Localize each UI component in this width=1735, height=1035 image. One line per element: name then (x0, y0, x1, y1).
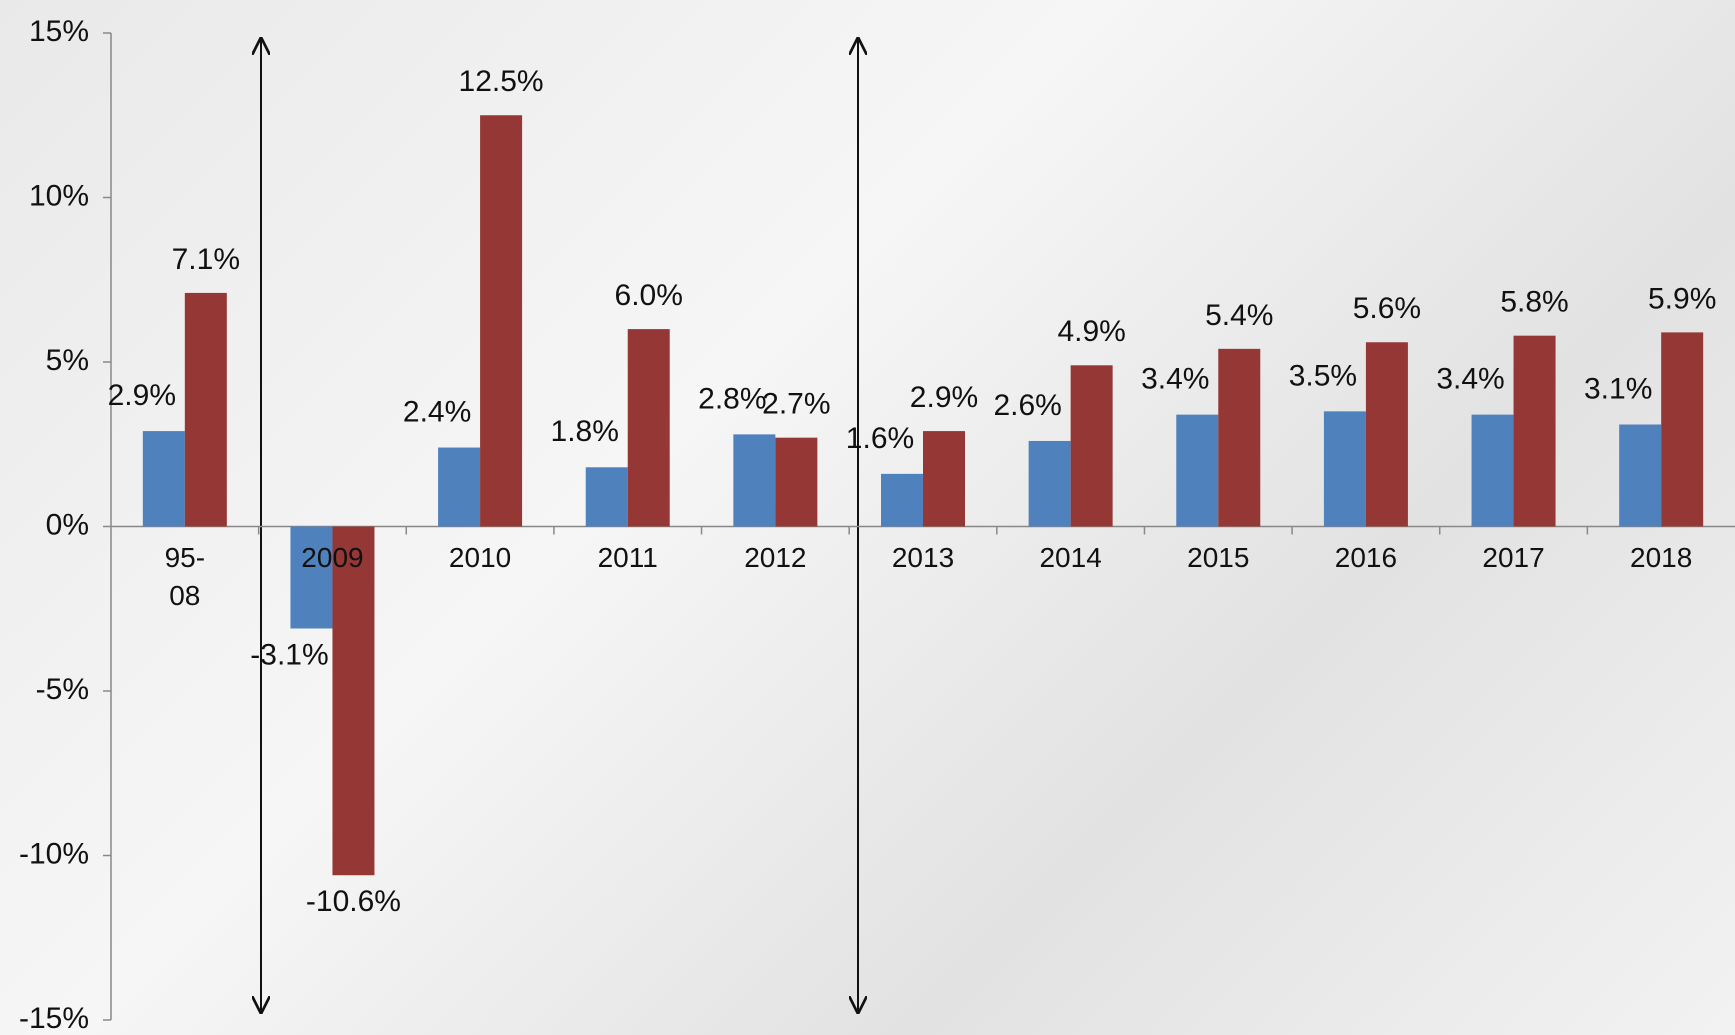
x-tick-label: 2016 (1334, 541, 1398, 573)
value-label: 2.7% (762, 388, 830, 421)
x-tick-label: 2012 (744, 541, 807, 573)
bar (184, 292, 227, 527)
y-tick-label: 15% (29, 15, 89, 48)
x-tick-label: 2014 (1039, 541, 1102, 573)
value-label: 2.9% (910, 381, 978, 414)
value-label: 5.4% (1205, 299, 1273, 332)
bar (1028, 440, 1071, 527)
bar (733, 434, 776, 527)
y-tick-label: -15% (19, 1002, 89, 1035)
x-tick-label: 2013 (891, 541, 955, 573)
value-label: 5.9% (1648, 282, 1716, 315)
value-label: 3.4% (1141, 363, 1209, 396)
value-label: 2.8% (698, 382, 766, 415)
value-label: 6.0% (615, 279, 683, 312)
y-tick-label: 10% (29, 179, 89, 212)
x-tick-label: 2010 (448, 541, 512, 573)
value-label: 3.5% (1289, 359, 1357, 392)
bar (142, 431, 185, 527)
value-label: 3.1% (1584, 372, 1652, 405)
bar (290, 526, 333, 629)
bar (881, 473, 923, 527)
bar (1365, 342, 1408, 527)
bar (923, 431, 965, 527)
bar (480, 115, 523, 527)
x-tick-label: 2011 (597, 541, 658, 573)
value-label: 1.8% (551, 415, 619, 448)
x-tick-label: 2018 (1630, 541, 1693, 573)
bar (775, 437, 818, 527)
x-tick-label: 2015 (1187, 541, 1250, 573)
value-label: 2.6% (993, 389, 1061, 422)
bar (1176, 414, 1219, 527)
value-label: 1.6% (846, 422, 914, 455)
bar (1619, 424, 1662, 527)
bar (1218, 348, 1261, 527)
y-tick-label: -10% (19, 837, 89, 870)
x-tick-label: 2017 (1482, 541, 1545, 573)
bar (1661, 332, 1704, 527)
bar (438, 447, 481, 527)
value-label: 2.9% (108, 379, 176, 412)
x-tick-label: 2009 (301, 541, 364, 573)
y-tick-label: 0% (46, 508, 89, 541)
bar (1513, 335, 1556, 527)
value-label: 3.4% (1436, 363, 1504, 396)
value-label: 12.5% (459, 65, 544, 98)
bar (1471, 414, 1514, 527)
y-tick-label: 5% (46, 344, 89, 377)
value-label: -3.1% (250, 638, 328, 671)
bar (627, 329, 670, 527)
value-label: -10.6% (306, 885, 401, 918)
x-tick-label: 95-08 (164, 541, 206, 611)
value-label: 5.8% (1500, 286, 1568, 319)
value-label: 4.9% (1057, 315, 1125, 348)
bar (585, 467, 628, 527)
value-label: 2.4% (403, 395, 471, 428)
value-label: 7.1% (172, 243, 240, 276)
bar (332, 526, 375, 876)
y-tick-label: -5% (36, 673, 89, 706)
value-label: 5.6% (1353, 292, 1421, 325)
bar (1323, 411, 1366, 527)
bar (1070, 365, 1113, 527)
